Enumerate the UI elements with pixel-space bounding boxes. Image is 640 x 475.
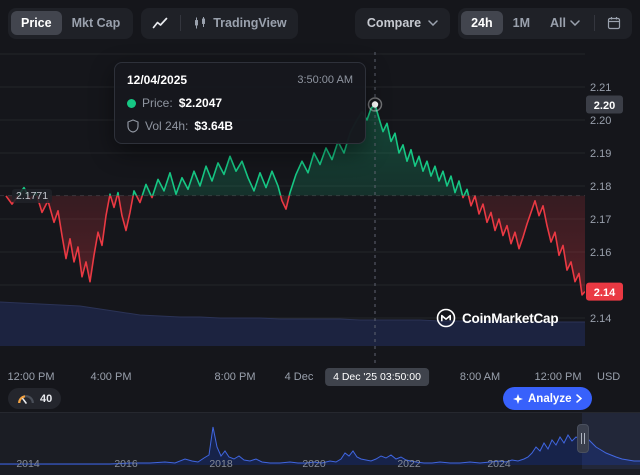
price-mktcap-toggle: Price Mkt Cap [8, 7, 134, 39]
sparkle-icon [513, 393, 523, 404]
tooltip-price-value: $2.2047 [178, 96, 223, 110]
history-brush: 2014 2016 2018 2020 2022 2024 [0, 412, 640, 475]
svg-text:2.18: 2.18 [590, 181, 611, 193]
compare-button[interactable]: Compare [354, 7, 451, 39]
tradingview-label: TradingView [213, 16, 287, 30]
divider [594, 15, 595, 31]
handle-grip [584, 433, 585, 444]
brush-year-label: 2014 [16, 458, 40, 470]
candlestick-icon [195, 17, 206, 29]
range-all-label: All [550, 16, 566, 30]
tooltip-time: 3:50:00 AM [297, 74, 353, 86]
brush-year-label: 2022 [397, 458, 421, 470]
compare-label: Compare [366, 16, 422, 30]
x-axis-label: 4 Dec [284, 371, 314, 383]
x-axis-label: 12:00 PM [7, 371, 55, 383]
x-axis-label: 8:00 AM [459, 371, 501, 383]
brush-year-label: 2016 [114, 458, 138, 470]
currency-label: USD [597, 371, 621, 383]
date-range-button[interactable] [599, 12, 629, 34]
svg-text:2.19: 2.19 [590, 148, 611, 160]
price-tab[interactable]: Price [11, 11, 62, 35]
line-chart-button[interactable] [144, 11, 176, 35]
calendar-icon [607, 17, 621, 30]
brush-svg[interactable] [0, 413, 640, 475]
x-axis-label: 4:00 PM [90, 371, 132, 383]
chart-tooltip: 12/04/2025 3:50:00 AM Price: $2.2047 Vol… [114, 62, 366, 144]
coinmarketcap-logo-icon [436, 308, 456, 328]
svg-text:2.20: 2.20 [594, 100, 615, 112]
range-24h[interactable]: 24h [461, 11, 503, 35]
baseline-price-label: 2.1771 [12, 189, 53, 203]
crosshair-time-badge: 4 Dec '25 03:50:00 [325, 368, 429, 386]
x-axis-label: 12:00 PM [534, 371, 582, 383]
brush-year-label: 2024 [487, 458, 511, 470]
chevron-down-icon [428, 20, 438, 26]
tooltip-price-label: Price: [142, 96, 173, 110]
coinmarketcap-watermark: CoinMarketCap [436, 308, 559, 328]
svg-text:2.21: 2.21 [590, 82, 611, 94]
divider [180, 15, 182, 31]
mktcap-tab[interactable]: Mkt Cap [62, 11, 131, 35]
gauge-icon [18, 395, 34, 404]
tooltip-vol-value: $3.64B [194, 119, 234, 133]
chevron-down-icon [570, 20, 580, 26]
range-1m[interactable]: 1M [503, 11, 540, 35]
range-all[interactable]: All [540, 11, 590, 35]
brush-year-label: 2018 [209, 458, 233, 470]
svg-text:2.14: 2.14 [594, 287, 616, 299]
x-axis-label: 8:00 PM [214, 371, 256, 383]
watermark-label: CoinMarketCap [462, 310, 559, 326]
tooltip-date: 12/04/2025 [127, 73, 188, 87]
analyze-button[interactable]: Analyze [503, 387, 593, 410]
chart-type-group: TradingView [141, 7, 298, 39]
tradingview-button[interactable]: TradingView [185, 12, 294, 34]
svg-text:2.17: 2.17 [590, 214, 611, 226]
shield-icon [127, 119, 139, 133]
x-axis: 4 Dec '25 03:50:00 USD 12:00 PM 4:00 PM 8:… [0, 366, 640, 390]
line-chart-icon [152, 17, 168, 29]
price-dot-icon [127, 98, 136, 108]
main-chart-svg[interactable]: 2.21 2.20 2.19 2.18 2.17 2.16 2.14 2.20 2.14 [0, 48, 640, 366]
handle-grip [581, 433, 582, 444]
chevron-right-icon [576, 394, 583, 403]
brush-handle[interactable] [577, 424, 589, 453]
gauge-value: 40 [40, 392, 53, 405]
svg-text:2.16: 2.16 [590, 247, 611, 259]
svg-text:2.14: 2.14 [590, 313, 611, 325]
brush-year-label: 2020 [302, 458, 326, 470]
fear-greed-badge[interactable]: 40 [8, 388, 62, 409]
analyze-label: Analyze [528, 392, 572, 405]
range-selector: 24h 1M All [458, 7, 632, 39]
tooltip-vol-label: Vol 24h: [145, 119, 189, 133]
chart-toolbar: Price Mkt Cap TradingView Com [0, 0, 640, 46]
svg-text:2.20: 2.20 [590, 115, 611, 127]
